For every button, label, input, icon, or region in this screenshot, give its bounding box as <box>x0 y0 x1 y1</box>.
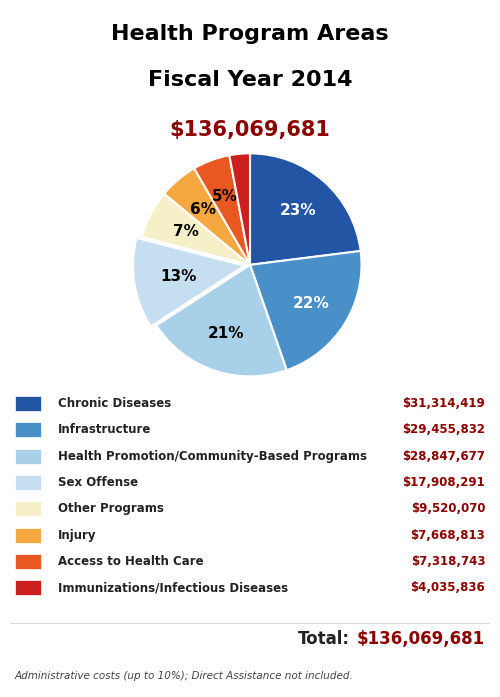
Text: 6%: 6% <box>190 202 216 217</box>
Text: 21%: 21% <box>208 326 244 341</box>
Wedge shape <box>250 251 362 370</box>
Wedge shape <box>230 153 250 265</box>
Text: 22%: 22% <box>293 296 330 311</box>
FancyBboxPatch shape <box>15 501 41 516</box>
FancyBboxPatch shape <box>15 580 41 595</box>
Text: Chronic Diseases: Chronic Diseases <box>58 397 171 410</box>
Text: Infrastructure: Infrastructure <box>58 423 152 436</box>
Text: Access to Health Care: Access to Health Care <box>58 555 204 568</box>
Text: Administrative costs (up to 10%); Direct Assistance not included.: Administrative costs (up to 10%); Direct… <box>15 671 353 681</box>
Text: Injury: Injury <box>58 528 96 542</box>
FancyBboxPatch shape <box>15 475 41 490</box>
FancyBboxPatch shape <box>15 528 41 543</box>
Text: Health Program Areas: Health Program Areas <box>111 24 389 44</box>
Text: 5%: 5% <box>212 190 238 204</box>
FancyBboxPatch shape <box>15 449 41 464</box>
Text: $7,318,743: $7,318,743 <box>410 555 485 568</box>
Text: $17,908,291: $17,908,291 <box>402 476 485 489</box>
Text: Immunizations/Infectious Diseases: Immunizations/Infectious Diseases <box>58 581 288 595</box>
Text: $136,069,681: $136,069,681 <box>170 121 330 140</box>
Text: 13%: 13% <box>160 269 196 284</box>
Wedge shape <box>156 265 286 376</box>
Text: Health Promotion/Community-Based Programs: Health Promotion/Community-Based Program… <box>58 450 367 463</box>
Text: $29,455,832: $29,455,832 <box>402 423 485 436</box>
Text: Total:: Total: <box>298 631 350 648</box>
Text: Sex Offense: Sex Offense <box>58 476 138 489</box>
Wedge shape <box>133 238 244 326</box>
Text: $4,035,836: $4,035,836 <box>410 581 485 595</box>
FancyBboxPatch shape <box>15 396 41 411</box>
Wedge shape <box>250 153 360 265</box>
Text: $28,847,677: $28,847,677 <box>402 450 485 463</box>
Wedge shape <box>142 194 250 265</box>
Text: 7%: 7% <box>172 224 199 239</box>
Wedge shape <box>164 168 250 265</box>
Text: $7,668,813: $7,668,813 <box>410 528 485 542</box>
Text: $136,069,681: $136,069,681 <box>357 631 485 648</box>
Text: 23%: 23% <box>280 203 316 218</box>
Text: Fiscal Year 2014: Fiscal Year 2014 <box>148 70 352 90</box>
Text: $9,520,070: $9,520,070 <box>410 503 485 515</box>
FancyBboxPatch shape <box>15 554 41 569</box>
Text: $31,314,419: $31,314,419 <box>402 397 485 410</box>
Text: Other Programs: Other Programs <box>58 503 164 515</box>
FancyBboxPatch shape <box>15 422 41 438</box>
Wedge shape <box>194 155 250 265</box>
